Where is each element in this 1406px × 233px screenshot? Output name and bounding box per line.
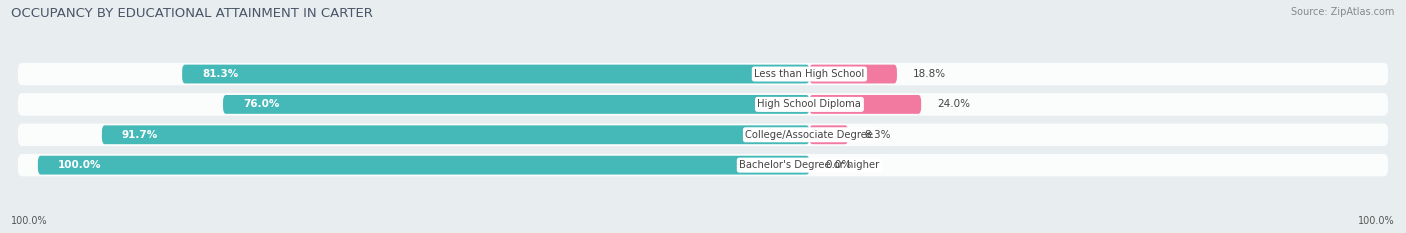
- FancyBboxPatch shape: [224, 95, 810, 114]
- FancyBboxPatch shape: [810, 95, 921, 114]
- FancyBboxPatch shape: [38, 156, 810, 175]
- Text: 76.0%: 76.0%: [243, 99, 280, 110]
- Text: High School Diploma: High School Diploma: [758, 99, 862, 110]
- FancyBboxPatch shape: [810, 125, 848, 144]
- FancyBboxPatch shape: [810, 65, 897, 83]
- FancyBboxPatch shape: [18, 93, 1388, 116]
- Text: 24.0%: 24.0%: [938, 99, 970, 110]
- FancyBboxPatch shape: [18, 63, 1388, 85]
- Text: 100.0%: 100.0%: [11, 216, 48, 226]
- Text: OCCUPANCY BY EDUCATIONAL ATTAINMENT IN CARTER: OCCUPANCY BY EDUCATIONAL ATTAINMENT IN C…: [11, 7, 373, 20]
- Text: 100.0%: 100.0%: [58, 160, 101, 170]
- FancyBboxPatch shape: [18, 123, 1388, 146]
- FancyBboxPatch shape: [101, 125, 810, 144]
- Text: 100.0%: 100.0%: [1358, 216, 1395, 226]
- Text: College/Associate Degree: College/Associate Degree: [745, 130, 873, 140]
- Text: Less than High School: Less than High School: [754, 69, 865, 79]
- Text: 18.8%: 18.8%: [912, 69, 946, 79]
- FancyBboxPatch shape: [18, 154, 1388, 176]
- Text: Source: ZipAtlas.com: Source: ZipAtlas.com: [1291, 7, 1395, 17]
- Text: 81.3%: 81.3%: [202, 69, 239, 79]
- Text: Bachelor's Degree or higher: Bachelor's Degree or higher: [740, 160, 880, 170]
- Text: 91.7%: 91.7%: [122, 130, 157, 140]
- FancyBboxPatch shape: [183, 65, 810, 83]
- Text: 0.0%: 0.0%: [825, 160, 852, 170]
- Text: 8.3%: 8.3%: [865, 130, 890, 140]
